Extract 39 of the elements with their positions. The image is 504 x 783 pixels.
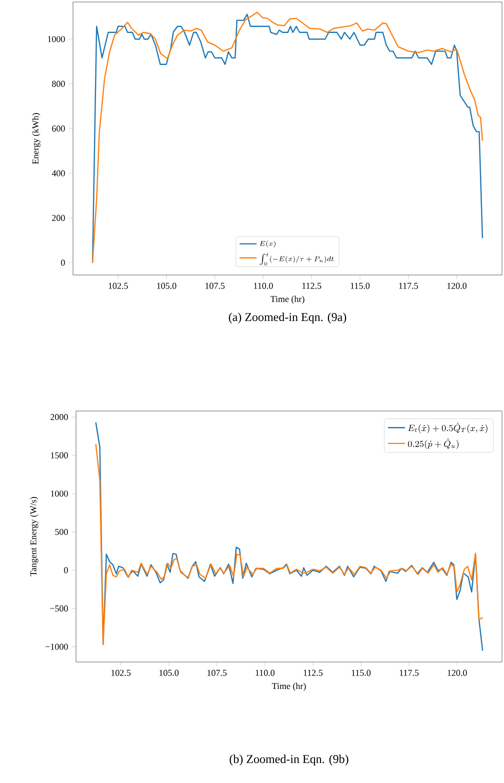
legend-label: $E(x)$	[260, 240, 276, 248]
text: (b) Zoomed-in Eqn. (9b)	[230, 754, 348, 766]
x-tick-label: 120.0	[448, 670, 467, 676]
x-tick-label: 102.5	[108, 282, 128, 289]
y-tick-label: 0	[61, 260, 65, 266]
x-tick-label: 102.5	[111, 670, 131, 676]
x-tick-label: 117.5	[400, 670, 419, 676]
y-tick-label: −1000	[46, 644, 68, 650]
x-tick-label: 120.0	[447, 282, 467, 289]
x-tick-label: 107.5	[208, 670, 227, 676]
x-tick-label: 110.0	[254, 282, 273, 289]
x-tick-label: 112.5	[302, 282, 322, 289]
x-tick-label: 112.5	[304, 670, 323, 676]
x-tick-label: 115.0	[352, 670, 371, 676]
y-axis-title: Energy (kWh)	[32, 113, 40, 164]
y-tick-label: −500	[50, 605, 68, 612]
x-tick-label: 105.0	[159, 670, 179, 676]
y-tick-label: 400	[52, 170, 65, 176]
x-tick-label: 117.5	[399, 282, 418, 289]
x-axis-title: Time (hr)	[272, 682, 306, 691]
x-axis-title: Time (hr)	[270, 296, 304, 304]
y-axis-title: Tangent Energy (W/s)	[30, 497, 38, 576]
x-tick-label: 107.5	[206, 282, 225, 289]
y-tick-label: 600	[52, 126, 65, 132]
text: (a) Zoomed-in Eqn. (9a)	[228, 312, 346, 324]
y-tick-label: 200	[52, 214, 65, 222]
x-tick-label: 105.0	[157, 282, 176, 289]
x-tick-label: 115.0	[350, 282, 370, 289]
y-tick-label: 1000	[48, 36, 65, 42]
y-tick-label: 2000	[50, 414, 68, 420]
legend-label: $\int_0^t(-E(x)/\tau+P_u)dt$	[260, 253, 334, 266]
y-tick-label: 800	[52, 80, 65, 87]
x-tick-label: 110.0	[256, 670, 274, 676]
legend-label: $0.25(\dot{p}+\dot{Q}_u)$	[408, 438, 458, 450]
legend-label: $E_t(\dot{x})+0.5\dot{Q}_T(x,\dot{x})$	[408, 422, 488, 434]
y-tick-label: 0	[64, 567, 68, 574]
y-tick-label: 1500	[50, 452, 68, 458]
y-tick-label: 500	[55, 528, 68, 535]
y-tick-label: 1000	[50, 490, 68, 497]
